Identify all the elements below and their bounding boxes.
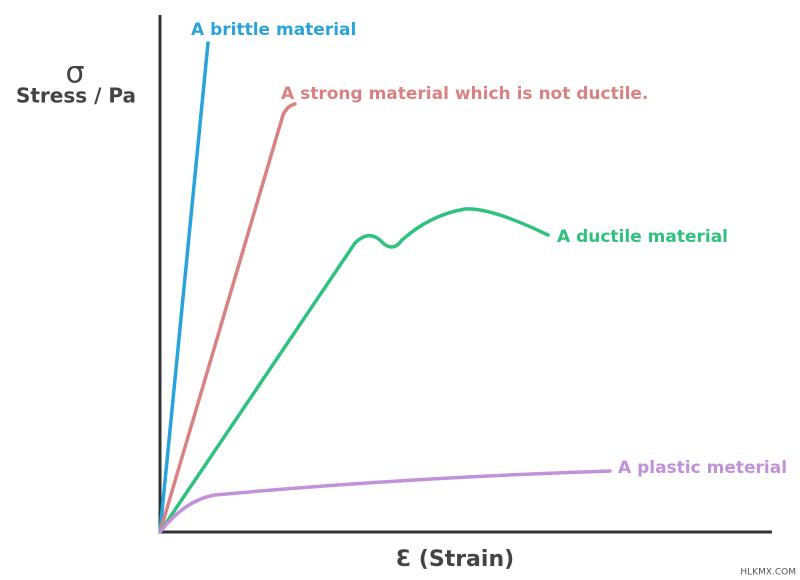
plastic-curve (158, 469, 612, 534)
strong-curve (158, 102, 297, 534)
y-symbol: σ (65, 56, 84, 91)
ductile-curve (158, 207, 550, 534)
y-axis-label: Stress / Pa (16, 84, 136, 108)
x-axis-label: Ɛ (Strain) (396, 547, 514, 572)
curve-label: A brittle material (191, 20, 356, 40)
curve-label: A plastic meterial (618, 458, 787, 478)
curve-label: A strong material which is not ductile. (281, 84, 648, 104)
curve-label: A ductile material (557, 227, 728, 247)
brittle-curve (158, 41, 210, 534)
watermark: HLKMX.COM (740, 568, 796, 578)
